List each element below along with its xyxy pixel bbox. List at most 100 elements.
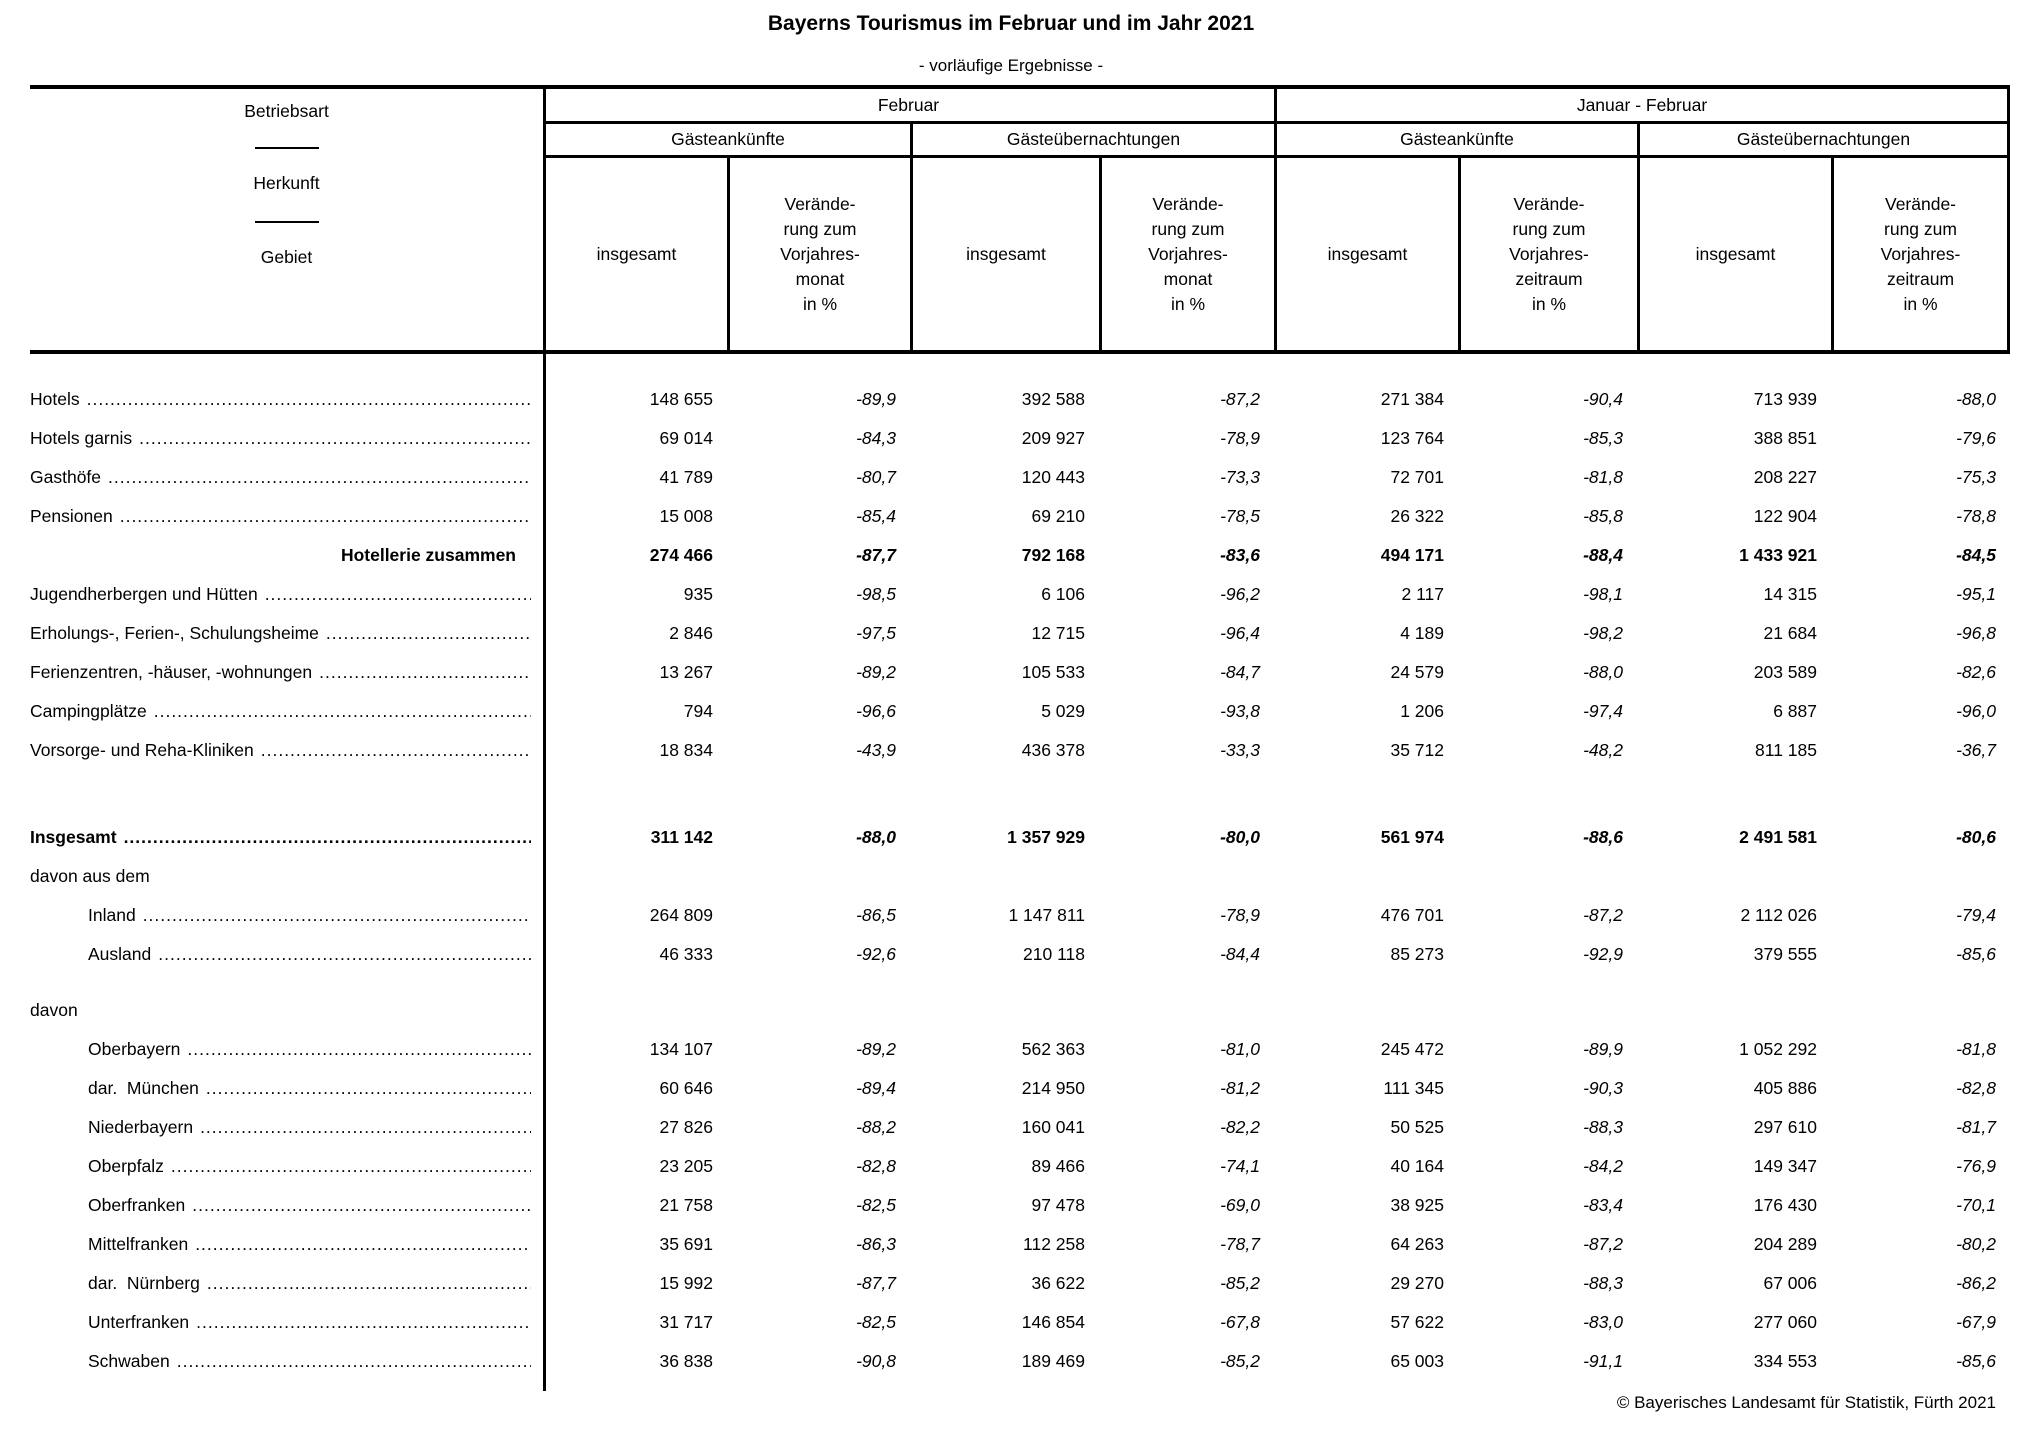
- column-header-line: Vorjahres-: [1880, 243, 1961, 264]
- change-percent-value: -85,4: [856, 506, 896, 526]
- row-label-cell: Oberbayern..............................…: [30, 1030, 543, 1069]
- change-percent-value: -86,3: [856, 1234, 896, 1254]
- row-label: Unterfranken: [88, 1312, 190, 1332]
- change-percent-value: -78,9: [1220, 905, 1260, 925]
- change-percent-value: -84,4: [1220, 944, 1260, 964]
- change-percent-value: -78,7: [1220, 1234, 1260, 1254]
- column-header-line: in %: [1903, 293, 1938, 314]
- column-header-line: in %: [1531, 293, 1567, 314]
- column-divider: [727, 155, 730, 354]
- dotted-leader: ........................................…: [119, 506, 531, 526]
- total-value: 494 171: [1380, 545, 1444, 565]
- change-percent-value: -88,0: [856, 827, 896, 847]
- table-row: Mittelfranken...........................…: [30, 1225, 2010, 1264]
- table-row: Hotellerie zusammen 274 466 -87,7 792 168 -8…: [30, 536, 2010, 575]
- total-value: 29 270: [1390, 1273, 1444, 1293]
- change-percent-value: -43,9: [856, 740, 896, 760]
- total-value: 2 491 581: [1739, 827, 1817, 847]
- change-percent-value: -69,0: [1220, 1195, 1260, 1215]
- total-value: 31 717: [659, 1312, 713, 1332]
- column-header-line: monat: [795, 268, 845, 289]
- table-row: Pensionen...............................…: [30, 497, 2010, 536]
- total-value: 134 107: [649, 1039, 713, 1059]
- total-value: 122 904: [1753, 506, 1817, 526]
- total-value: 561 974: [1380, 827, 1444, 847]
- total-value: 176 430: [1753, 1195, 1817, 1215]
- column-header-line: Verände-: [1152, 193, 1224, 214]
- change-percent-value: -97,5: [856, 623, 896, 643]
- table-row: Oberfranken.............................…: [30, 1186, 2010, 1225]
- table-row: Unterfranken............................…: [30, 1303, 2010, 1342]
- table-row: Schwaben................................…: [30, 1342, 2010, 1381]
- column-header-line: Vorjahres-: [1148, 243, 1228, 264]
- change-percent-value: -89,4: [856, 1078, 896, 1098]
- total-value: 148 655: [649, 389, 713, 409]
- row-label-cell: Oberpfalz...............................…: [30, 1147, 543, 1186]
- column-header-line: rung zum: [1151, 218, 1225, 239]
- total-value: 311 142: [650, 827, 713, 847]
- row-label-cell: Vorsorge- und Reha-Kliniken.............…: [30, 731, 543, 770]
- total-value: 334 553: [1753, 1351, 1817, 1371]
- change-percent-value: -80,6: [1956, 827, 1996, 847]
- row-label: Niederbayern: [88, 1117, 194, 1137]
- column-header-insgesamt: insgesamt: [1695, 243, 1776, 264]
- dotted-leader: ........................................…: [264, 584, 531, 604]
- table-row: Gasthöfe................................…: [30, 458, 2010, 497]
- row-label-cell: Jugendherbergen und Hütten..............…: [30, 575, 543, 614]
- total-value: 1 357 929: [1007, 827, 1085, 847]
- change-percent-value: -87,7: [856, 1273, 896, 1293]
- table-right-rule: [2007, 85, 2010, 354]
- total-value: 123 764: [1380, 428, 1444, 448]
- change-percent-value: -81,2: [1220, 1078, 1260, 1098]
- change-percent-value: -88,0: [1956, 389, 1996, 409]
- change-percent-value: -81,8: [1583, 467, 1623, 487]
- total-value: 2 846: [669, 623, 713, 643]
- total-value: 388 851: [1753, 428, 1817, 448]
- total-value: 46 333: [659, 944, 713, 964]
- change-percent-value: -36,7: [1956, 740, 1996, 760]
- total-value: 36 838: [659, 1351, 713, 1371]
- dotted-leader: ........................................…: [260, 740, 531, 760]
- row-label-cell: Unterfranken............................…: [30, 1303, 543, 1342]
- table-row: Oberbayern..............................…: [30, 1030, 2010, 1069]
- change-percent-value: -82,8: [1956, 1078, 1996, 1098]
- total-value: 1 147 811: [1008, 905, 1085, 925]
- total-value: 26 322: [1390, 506, 1444, 526]
- change-percent-value: -79,6: [1956, 428, 1996, 448]
- group-header-januar-februar: Januar - Februar: [1576, 95, 1708, 115]
- stub-label-gebiet: Gebiet: [260, 247, 313, 267]
- dotted-leader: ........................................…: [176, 1351, 531, 1371]
- total-value: 271 384: [1380, 389, 1444, 409]
- total-value: 24 579: [1390, 662, 1444, 682]
- change-percent-value: -87,2: [1220, 389, 1260, 409]
- change-percent-value: -87,2: [1583, 905, 1623, 925]
- table-row: Insgesamt...............................…: [30, 818, 2010, 857]
- total-value: 436 378: [1021, 740, 1085, 760]
- total-value: 6 887: [1773, 701, 1817, 721]
- table-row: davon aus dem: [30, 857, 2010, 896]
- stub-label-betriebsart: Betriebsart: [244, 101, 329, 121]
- total-value: 40 164: [1390, 1156, 1444, 1176]
- total-value: 264 809: [649, 905, 713, 925]
- change-percent-value: -97,4: [1583, 701, 1623, 721]
- table-row: Erholungs-, Ferien-, Schulungsheime.....…: [30, 614, 2010, 653]
- total-value: 245 472: [1380, 1039, 1444, 1059]
- column-divider: [1458, 155, 1461, 354]
- change-percent-value: -84,5: [1956, 545, 1996, 565]
- total-value: 392 588: [1021, 389, 1085, 409]
- change-percent-value: -78,8: [1956, 506, 1996, 526]
- total-value: 41 789: [659, 467, 713, 487]
- total-value: 111 345: [1383, 1078, 1444, 1098]
- row-label-cell: Schwaben................................…: [30, 1342, 543, 1381]
- total-value: 60 646: [659, 1078, 713, 1098]
- column-header-line: in %: [802, 293, 838, 314]
- change-percent-value: -98,5: [856, 584, 896, 604]
- change-percent-value: -67,9: [1956, 1312, 1996, 1332]
- change-percent-value: -85,8: [1583, 506, 1623, 526]
- column-header-line: monat: [1163, 268, 1213, 289]
- change-percent-value: -81,8: [1956, 1039, 1996, 1059]
- row-label: Oberbayern: [88, 1039, 181, 1059]
- stub-label-herkunft: Herkunft: [253, 173, 320, 193]
- change-percent-value: -80,2: [1956, 1234, 1996, 1254]
